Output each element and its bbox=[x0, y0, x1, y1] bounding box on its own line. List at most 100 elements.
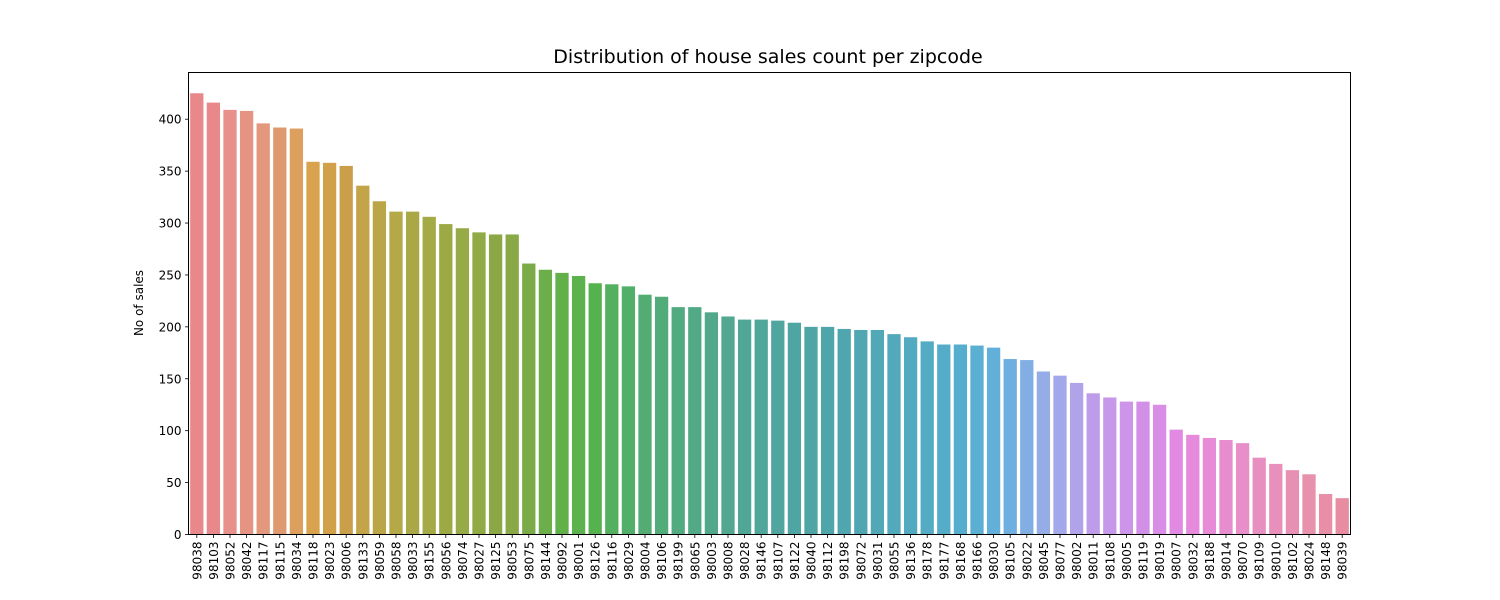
bar-98024 bbox=[1302, 474, 1316, 535]
bar-98178 bbox=[920, 341, 934, 535]
bar-98133 bbox=[356, 185, 370, 535]
bar-98029 bbox=[621, 286, 636, 535]
bar-98008 bbox=[721, 316, 735, 535]
bar-98125 bbox=[488, 234, 503, 535]
bar-98115 bbox=[273, 127, 287, 535]
bar-98072 bbox=[854, 329, 868, 535]
x-tick-label: 98042 bbox=[240, 542, 254, 580]
x-tick-label: 98146 bbox=[755, 542, 769, 580]
bar-98039 bbox=[1335, 498, 1349, 535]
bar-98003 bbox=[704, 312, 719, 535]
bar-98077 bbox=[1053, 375, 1067, 535]
x-tick-label: 98198 bbox=[838, 542, 852, 580]
plot-area-frame bbox=[188, 72, 1351, 535]
x-tick-label: 98040 bbox=[805, 542, 819, 580]
x-tick-label: 98188 bbox=[1203, 542, 1217, 580]
x-tick-label: 98007 bbox=[1170, 542, 1184, 580]
bar-98022 bbox=[1020, 360, 1034, 535]
x-tick-label: 98052 bbox=[224, 542, 238, 580]
bar-98058 bbox=[389, 211, 403, 535]
bar-98155 bbox=[422, 216, 436, 535]
bar-98112 bbox=[820, 326, 835, 535]
bar-98166 bbox=[970, 345, 984, 535]
bar-98075 bbox=[522, 263, 536, 535]
x-tick-label: 98027 bbox=[473, 542, 487, 580]
bar-98019 bbox=[1152, 404, 1167, 535]
x-tick-label: 98133 bbox=[356, 542, 370, 580]
bar-98198 bbox=[837, 328, 851, 535]
y-tick-label: 0 bbox=[174, 528, 182, 542]
y-axis-ticks: 0 50 100 150 200 250 300 350 400 bbox=[159, 113, 189, 542]
bar-98107 bbox=[771, 320, 785, 535]
x-tick-label: 98117 bbox=[257, 542, 271, 580]
x-axis-ticks: 98038 98103 98052 98042 98117 98115 98034 98118… bbox=[190, 534, 1350, 580]
y-tick-label: 100 bbox=[159, 424, 182, 438]
bar-98199 bbox=[671, 307, 685, 535]
bar-98010 bbox=[1269, 463, 1283, 535]
y-tick-label: 250 bbox=[159, 268, 182, 282]
bar-98116 bbox=[605, 284, 619, 535]
bar-98059 bbox=[372, 201, 387, 535]
bar-98001 bbox=[571, 275, 586, 535]
bar-98106 bbox=[654, 296, 669, 535]
bar-98007 bbox=[1169, 429, 1183, 535]
bar-98056 bbox=[439, 224, 453, 535]
x-tick-label: 98056 bbox=[439, 542, 453, 580]
bar-98122 bbox=[787, 322, 802, 535]
bar-98028 bbox=[737, 319, 752, 535]
x-tick-label: 98004 bbox=[639, 542, 653, 580]
bar-98030 bbox=[986, 347, 1001, 535]
x-tick-label: 98102 bbox=[1286, 542, 1300, 580]
bar-98074 bbox=[455, 228, 470, 535]
x-tick-label: 98148 bbox=[1319, 542, 1333, 580]
x-tick-label: 98168 bbox=[954, 542, 968, 580]
x-tick-label: 98077 bbox=[1054, 542, 1068, 580]
bar-98023 bbox=[322, 162, 337, 535]
x-tick-label: 98002 bbox=[1070, 542, 1084, 580]
x-tick-label: 98106 bbox=[655, 542, 669, 580]
bar-98004 bbox=[638, 294, 652, 535]
chart-title: Distribution of house sales count per zi… bbox=[553, 46, 982, 68]
bar-98109 bbox=[1252, 457, 1266, 535]
x-tick-label: 98177 bbox=[937, 542, 951, 580]
x-tick-label: 98022 bbox=[1020, 542, 1034, 580]
x-tick-label: 98059 bbox=[373, 542, 387, 580]
bar-98103 bbox=[206, 102, 221, 535]
x-tick-label: 98072 bbox=[854, 542, 868, 580]
bar-98119 bbox=[1136, 401, 1150, 535]
x-tick-label: 98118 bbox=[307, 542, 321, 580]
x-tick-label: 98116 bbox=[605, 542, 619, 580]
x-tick-label: 98005 bbox=[1120, 542, 1134, 580]
bar-98053 bbox=[505, 234, 519, 535]
bar-98148 bbox=[1318, 494, 1333, 535]
x-tick-label: 98010 bbox=[1269, 542, 1283, 580]
bar-98005 bbox=[1119, 401, 1134, 535]
x-tick-label: 98136 bbox=[904, 542, 918, 580]
bar-98117 bbox=[256, 123, 270, 535]
x-tick-label: 98074 bbox=[456, 542, 470, 580]
bar-98038 bbox=[190, 93, 204, 535]
bar-98188 bbox=[1202, 437, 1217, 535]
x-tick-label: 98001 bbox=[572, 542, 586, 580]
x-tick-label: 98155 bbox=[423, 542, 437, 580]
x-tick-label: 98058 bbox=[390, 542, 404, 580]
bar-98014 bbox=[1219, 440, 1233, 535]
x-tick-label: 98019 bbox=[1153, 542, 1167, 580]
x-tick-label: 98039 bbox=[1336, 542, 1350, 580]
bar-98042 bbox=[239, 110, 254, 535]
bar-98011 bbox=[1086, 393, 1100, 535]
x-tick-label: 98006 bbox=[340, 542, 354, 580]
bar-98177 bbox=[937, 344, 951, 535]
x-tick-label: 98034 bbox=[290, 542, 304, 580]
y-tick-label: 50 bbox=[166, 476, 181, 490]
bar-98055 bbox=[887, 334, 901, 535]
x-tick-label: 98122 bbox=[788, 542, 802, 580]
bar-98105 bbox=[1003, 359, 1017, 535]
x-tick-label: 98178 bbox=[921, 542, 935, 580]
x-tick-label: 98103 bbox=[207, 542, 221, 580]
bar-98070 bbox=[1235, 443, 1250, 535]
x-tick-label: 98038 bbox=[190, 542, 204, 580]
bar-98006 bbox=[339, 165, 353, 535]
